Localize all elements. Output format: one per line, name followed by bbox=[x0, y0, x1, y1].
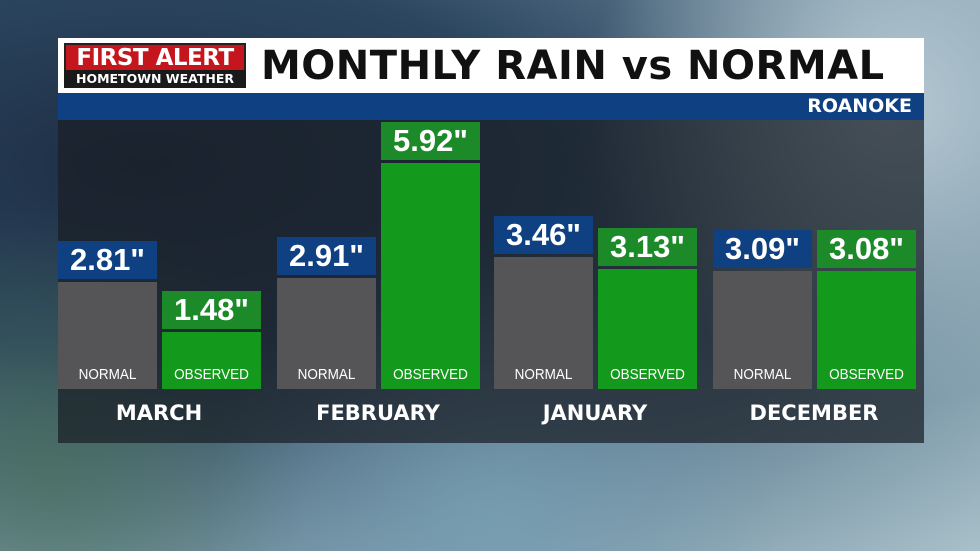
bar-series-label: OBSERVED bbox=[174, 365, 249, 383]
page-title: MONTHLY RAIN vs NORMAL bbox=[261, 43, 885, 89]
bar-observed-february: OBSERVED bbox=[381, 162, 480, 389]
bar-series-label: NORMAL bbox=[514, 365, 573, 383]
data-label: 2.81" bbox=[58, 240, 157, 279]
category-label: JANUARY bbox=[542, 401, 648, 425]
bar-observed-january: OBSERVED bbox=[598, 269, 697, 389]
bar-normal-march: NORMAL bbox=[58, 281, 157, 389]
category-label: FEBRUARY bbox=[316, 401, 440, 425]
logo-line1: FIRST ALERT bbox=[64, 43, 246, 71]
data-label: 3.08" bbox=[817, 230, 916, 269]
bar-observed-december: OBSERVED bbox=[817, 271, 916, 389]
bar-observed-march: OBSERVED bbox=[162, 332, 261, 389]
location-band: ROANOKE bbox=[58, 93, 924, 120]
bar-normal-february: NORMAL bbox=[277, 277, 376, 389]
bar-series-label: OBSERVED bbox=[610, 365, 685, 383]
data-label: 3.46" bbox=[494, 215, 593, 254]
bar-normal-january: NORMAL bbox=[494, 256, 593, 389]
location-label: ROANOKE bbox=[807, 95, 912, 117]
bar-series-label: NORMAL bbox=[733, 365, 792, 383]
data-label: 2.91" bbox=[277, 236, 376, 275]
bar-series-label: OBSERVED bbox=[829, 365, 904, 383]
bar-series-label: NORMAL bbox=[297, 365, 356, 383]
data-label: 1.48" bbox=[162, 291, 261, 330]
data-label: 5.92" bbox=[381, 121, 480, 160]
logo-line2: HOMETOWN WEATHER bbox=[64, 70, 246, 88]
bar-series-label: OBSERVED bbox=[393, 365, 468, 383]
data-label: 3.13" bbox=[598, 228, 697, 267]
category-label: MARCH bbox=[115, 401, 203, 425]
first-alert-logo: FIRST ALERT HOMETOWN WEATHER bbox=[64, 43, 246, 88]
category-label: DECEMBER bbox=[749, 401, 879, 425]
title-bar: FIRST ALERT HOMETOWN WEATHER MONTHLY RAI… bbox=[58, 38, 924, 93]
bar-normal-december: NORMAL bbox=[713, 270, 812, 389]
bar-series-label: NORMAL bbox=[78, 365, 137, 383]
data-label: 3.09" bbox=[713, 229, 812, 268]
